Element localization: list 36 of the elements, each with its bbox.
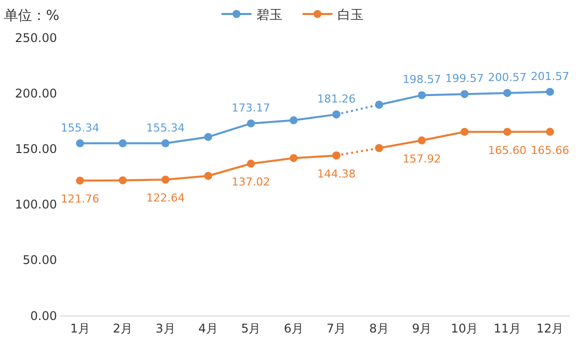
x-tick-label: 9月 bbox=[412, 322, 432, 336]
data-label: 165.66 bbox=[530, 144, 570, 157]
x-tick-label: 6月 bbox=[284, 322, 304, 336]
y-tick-label: 200.00 bbox=[15, 86, 57, 100]
data-label: 155.34 bbox=[146, 121, 185, 134]
data-label: 155.34 bbox=[60, 121, 100, 134]
data-label: 173.17 bbox=[232, 101, 270, 114]
data-label: 200.57 bbox=[488, 70, 527, 84]
x-tick-label: 10月 bbox=[450, 322, 478, 336]
data-label: 144.38 bbox=[317, 167, 356, 180]
data-label: 181.26 bbox=[317, 92, 356, 106]
legend-label: 白玉 bbox=[338, 8, 364, 23]
data-label: 121.76 bbox=[60, 192, 100, 206]
data-label: 198.57 bbox=[402, 73, 442, 86]
x-tick-label: 8月 bbox=[369, 322, 389, 336]
x-tick-label: 1月 bbox=[70, 322, 90, 336]
data-label: 201.57 bbox=[530, 70, 570, 83]
data-label: 137.02 bbox=[232, 176, 270, 189]
x-tick-label: 4月 bbox=[198, 322, 218, 336]
data-label: 157.92 bbox=[402, 152, 442, 166]
x-tick-label: 11月 bbox=[494, 322, 521, 336]
data-label: 122.64 bbox=[146, 192, 185, 205]
legend-label: 碧玉 bbox=[256, 8, 282, 23]
y-tick-label: 100.00 bbox=[15, 198, 57, 212]
x-tick-label: 7月 bbox=[326, 322, 346, 336]
y-tick-label: 50.00 bbox=[22, 253, 57, 268]
y-axis-title: 单位：% bbox=[4, 8, 60, 24]
x-tick-label: 5月 bbox=[241, 322, 261, 336]
x-tick-label: 3月 bbox=[156, 322, 176, 336]
data-label: 165.60 bbox=[488, 144, 527, 157]
x-tick-label: 12月 bbox=[536, 322, 564, 336]
y-tick-label: 250.00 bbox=[15, 30, 57, 45]
data-label: 199.57 bbox=[445, 72, 484, 86]
x-tick-label: 2月 bbox=[112, 322, 133, 336]
y-tick-label: 0.00 bbox=[30, 308, 57, 323]
y-tick-label: 150.00 bbox=[15, 142, 57, 156]
